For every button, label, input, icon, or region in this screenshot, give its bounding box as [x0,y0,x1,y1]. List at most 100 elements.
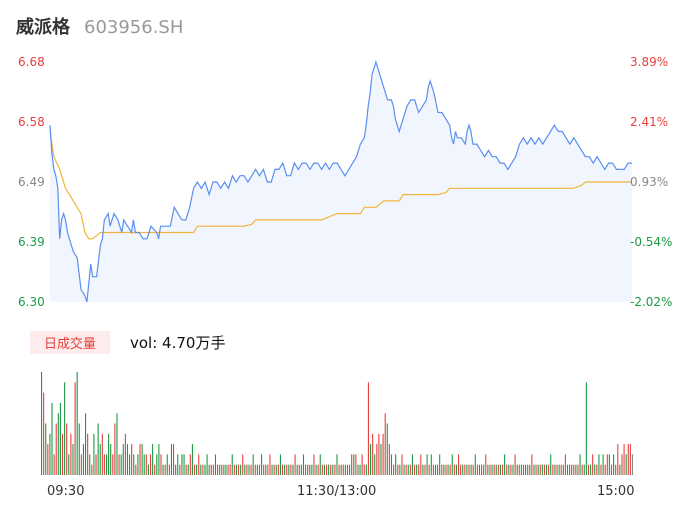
volume-bar [403,464,405,475]
volume-bar [168,464,170,475]
volume-bar [235,464,237,475]
volume-bar [177,454,179,475]
volume-bar [600,464,602,475]
volume-bar [491,464,493,475]
volume-bar [518,464,520,475]
volume-bar [212,464,214,475]
volume-bar [416,464,418,475]
volume-bar [294,454,296,475]
volume-bar [319,454,321,475]
volume-bar [126,444,129,475]
volume-bar [405,464,407,475]
volume-bar [457,454,460,475]
volume-bar [170,444,173,475]
volume-bar [489,464,491,475]
volume-bar [66,423,68,475]
volume-bar [552,464,554,475]
stock-name: 威派格 [16,17,70,38]
volume-bar [76,372,78,475]
volume-bar [493,464,495,475]
volume-bar [587,464,589,475]
volume-bar [346,464,349,475]
volume-bar [594,464,596,475]
volume-bar [158,444,160,475]
volume-bar [290,464,292,475]
volume-bar [619,464,621,475]
volume-bar [231,454,233,475]
price-tick-3: 6.39 [18,235,45,249]
volume-bar [613,454,615,475]
volume-bar [374,454,376,475]
volume-bar [428,464,430,475]
volume-bar [336,454,338,475]
volume-bar [139,444,141,475]
volume-bar [64,382,66,475]
volume-bar [437,464,439,475]
volume-bar [43,392,45,475]
volume-bar [369,444,372,475]
volume-bar [296,464,298,475]
volume-bar [315,464,317,475]
volume-bar [539,464,541,475]
volume-bar [250,464,252,475]
x-tick-close: 15:00 [597,484,634,499]
volume-bar [273,464,275,475]
volume-bar [566,464,569,475]
volume-bar [623,444,625,475]
volume-bar [512,464,514,475]
volume-bar [70,433,72,475]
volume-bar [541,464,543,475]
volume-bar [286,464,288,475]
volume-bar [156,454,158,475]
volume-bar [240,464,242,475]
pct-tick-2: 0.93% [630,175,668,189]
volume-bar [418,464,420,475]
volume-bar [196,464,198,475]
volume-bar [162,464,164,475]
volume-bar [328,464,330,475]
volume-bar [275,464,277,475]
volume-bar [378,433,380,475]
volume-bar [116,413,118,475]
volume-bar [313,454,315,475]
x-tick-midday: 11:30/13:00 [297,484,376,499]
volume-bar [388,444,390,475]
volume-bar [131,444,133,475]
volume-bar [579,454,581,475]
volume-bar [300,464,302,475]
volume-bar [258,464,261,475]
volume-bar [430,454,432,475]
volume-bar [103,454,105,475]
volume-bar [187,464,189,475]
volume-bar [80,454,82,475]
volume-bar [118,454,120,475]
volume-bar [424,464,426,475]
volume-bar [453,464,455,475]
volume-bar [455,464,457,475]
volume-bar [311,464,313,475]
pct-tick-3: -0.54% [630,235,672,249]
volume-bar [399,464,401,475]
volume-bar [189,454,191,475]
volume-bar [208,464,210,475]
volume-bar [363,464,365,475]
volume-bar [332,464,334,475]
volume-bar [525,464,527,475]
volume-bar [508,464,510,475]
volume-bar [292,464,294,475]
volume-bar [120,454,122,475]
volume-bar [604,464,606,475]
volume-tab[interactable]: 日成交量 [30,331,110,354]
volume-bar [321,464,323,475]
volume-bar [413,464,416,475]
volume-bar [181,454,183,475]
volume-bar [242,454,244,475]
price-tick-2: 6.49 [18,175,45,189]
volume-bar [89,454,91,475]
volume-bar [57,413,59,475]
volume-bar [95,454,97,475]
volume-bar [474,454,476,475]
volume-bar [422,464,424,475]
volume-bar [592,454,594,475]
price-area-fill [50,62,632,302]
